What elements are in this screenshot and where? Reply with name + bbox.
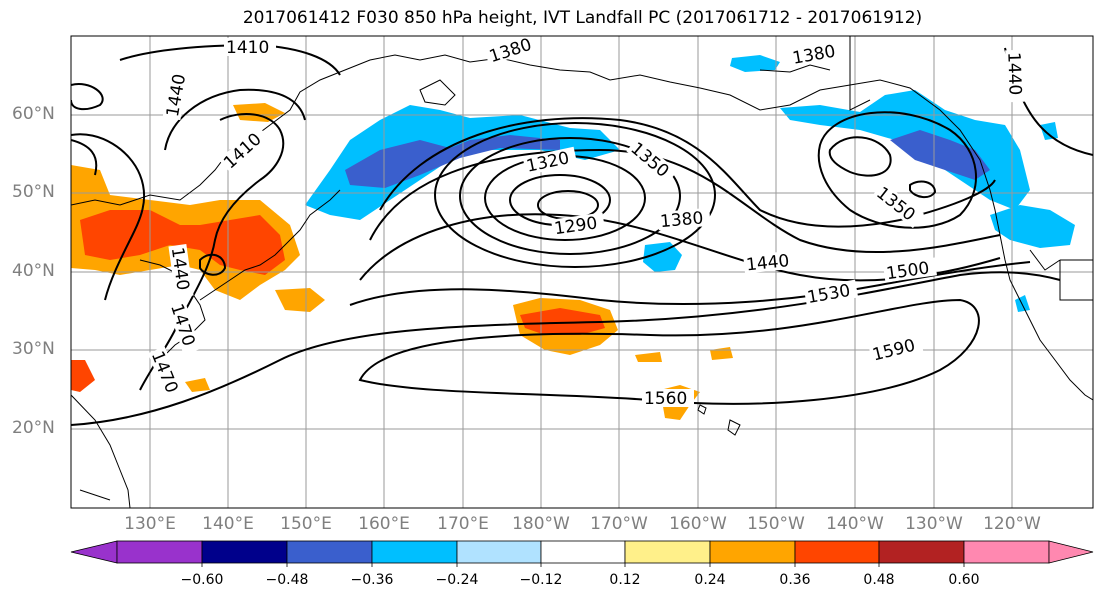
colorbar <box>70 540 1094 567</box>
colorbar-tick-label: −0.60 <box>180 572 224 588</box>
colorbar-tick-label: 0.60 <box>948 572 980 588</box>
lon-label-150w: 150°W <box>747 514 805 534</box>
colorbar-tick-label: −0.36 <box>350 572 394 588</box>
lon-label-170w: 170°W <box>590 514 648 534</box>
lat-label-60n: 60°N <box>12 104 55 124</box>
contour-label: 1440 <box>745 251 790 275</box>
lon-label-150e: 150°E <box>280 514 332 534</box>
map-title: 2017061412 F030 850 hPa height, IVT Land… <box>242 8 923 28</box>
colorbar-tick-label: 0.24 <box>694 572 726 588</box>
lat-label-40n: 40°N <box>12 261 55 281</box>
contour-label: 1410 <box>226 38 269 58</box>
lon-label-140w: 140°W <box>826 514 884 534</box>
lon-label-160e: 160°E <box>358 514 410 534</box>
contour-label: 1380 <box>659 208 704 232</box>
colorbar-tick-label: 0.12 <box>609 572 641 588</box>
map-border <box>70 35 1094 509</box>
lon-label-160w: 160°W <box>669 514 727 534</box>
lon-label-140e: 140°E <box>202 514 254 534</box>
colorbar-tick-label: −0.48 <box>265 572 309 588</box>
colorbar-extend-low <box>70 540 118 564</box>
lat-label-30n: 30°N <box>12 339 55 359</box>
contour-label: 1440 <box>1003 52 1024 96</box>
colorbar-tick-label: 0.36 <box>779 572 811 588</box>
height-contours <box>71 43 1093 426</box>
colorbar-extend-high <box>1048 540 1094 564</box>
lon-label-120w: 120°W <box>983 514 1041 534</box>
lat-label-50n: 50°N <box>12 182 55 202</box>
lon-label-130e: 130°E <box>124 514 176 534</box>
lon-label-180w: 180°W <box>512 514 570 534</box>
lon-label-130w: 130°W <box>905 514 963 534</box>
contour-label: 1560 <box>644 389 687 409</box>
colorbar-tick-label: 0.48 <box>863 572 895 588</box>
lon-label-170e: 170°E <box>437 514 489 534</box>
colorbar-tick-label: −0.12 <box>519 572 563 588</box>
lat-label-20n: 20°N <box>12 418 55 438</box>
colorbar-tick-label: −0.24 <box>435 572 479 588</box>
